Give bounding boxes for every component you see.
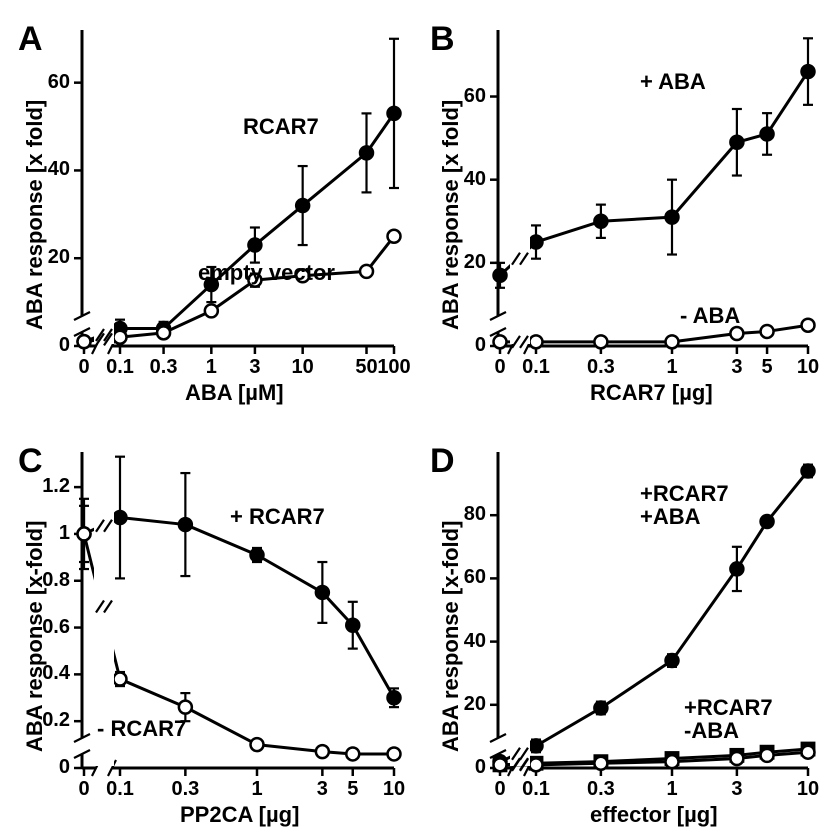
x-tick-label: 10 — [788, 778, 821, 801]
y-tick-label: 20 — [48, 246, 70, 269]
series-label: +RCAR7+ABA — [640, 482, 729, 528]
series-label: empty vector — [198, 261, 335, 284]
x-tick-label: 0 — [64, 356, 104, 379]
x-tick-label: 1 — [191, 356, 231, 379]
x-tick-label: 0.3 — [581, 356, 621, 379]
x-tick-label: 3 — [235, 356, 275, 379]
y-tick-label: 60 — [48, 71, 70, 94]
x-axis-label: effector [µg] — [590, 802, 718, 828]
x-axis-label: PP2CA [µg] — [180, 802, 299, 828]
x-tick-label: 0.1 — [100, 356, 140, 379]
y-tick-label: 0 — [475, 756, 486, 779]
panel-label-C: C — [18, 442, 43, 481]
x-tick-label: 0.1 — [100, 778, 140, 801]
x-tick-label: 0.3 — [581, 778, 621, 801]
y-tick-label: 60 — [464, 566, 486, 589]
y-axis-label: ABA response [x-fold] — [438, 521, 464, 752]
x-tick-label: 0 — [480, 778, 520, 801]
x-tick-label: 100 — [374, 356, 414, 379]
series-label: - ABA — [680, 304, 740, 327]
series-label: + ABA — [640, 70, 706, 93]
y-tick-label: 1 — [59, 522, 70, 545]
y-axis-label: ABA response [x fold] — [22, 100, 48, 330]
x-tick-label: 0 — [64, 778, 104, 801]
y-tick-label: 40 — [464, 168, 486, 191]
series-label: + RCAR7 — [230, 505, 325, 528]
x-tick-label: 5 — [333, 778, 373, 801]
x-tick-label: 10 — [283, 356, 323, 379]
x-tick-label: 1 — [652, 778, 692, 801]
x-axis-label: RCAR7 [µg] — [590, 380, 713, 406]
x-tick-label: 0.1 — [516, 356, 556, 379]
y-tick-label: 1.2 — [42, 475, 70, 498]
x-tick-label: 0.1 — [516, 778, 556, 801]
series-label: - RCAR7 — [97, 717, 186, 740]
x-axis-label: ABA [µM] — [185, 380, 284, 406]
x-tick-label: 0.3 — [144, 356, 184, 379]
y-tick-label: 40 — [464, 630, 486, 653]
panel-label-A: A — [18, 20, 43, 59]
x-tick-label: 3 — [717, 778, 757, 801]
y-tick-label: 0 — [59, 334, 70, 357]
panel-label-B: B — [430, 20, 455, 59]
figure-container: 020406000.10.3131050100RCAR7empty vector… — [0, 0, 821, 840]
y-tick-label: 80 — [464, 503, 486, 526]
y-tick-label: 0 — [59, 756, 70, 779]
x-tick-label: 10 — [374, 778, 414, 801]
y-axis-label: ABA response [x fold] — [438, 100, 464, 330]
x-tick-label: 1 — [237, 778, 277, 801]
y-tick-label: 60 — [464, 85, 486, 108]
y-axis-label: ABA response [x-fold] — [22, 521, 48, 752]
panel-label-D: D — [430, 442, 455, 481]
series-label: RCAR7 — [243, 115, 319, 138]
x-tick-label: 1 — [652, 356, 692, 379]
x-tick-label: 0.3 — [165, 778, 205, 801]
y-tick-label: 40 — [48, 158, 70, 181]
y-tick-label: 20 — [464, 693, 486, 716]
x-tick-label: 10 — [788, 356, 821, 379]
x-tick-label: 0 — [480, 356, 520, 379]
y-tick-label: 20 — [464, 251, 486, 274]
y-tick-label: 0 — [475, 334, 486, 357]
series-label: +RCAR7-ABA — [684, 696, 773, 742]
x-tick-label: 5 — [747, 356, 787, 379]
